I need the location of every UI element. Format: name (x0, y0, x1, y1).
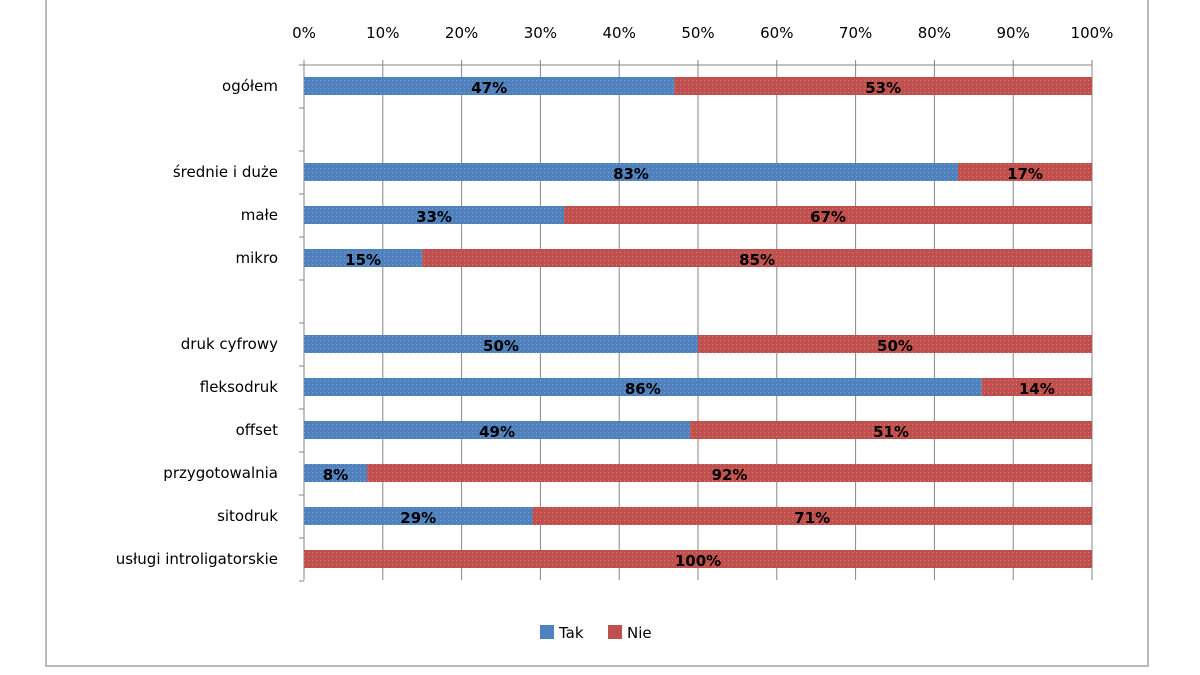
x-tick-label: 40% (603, 24, 636, 42)
legend-label-nie: Nie (627, 624, 652, 642)
x-tick-label: 50% (681, 24, 714, 42)
data-label-nie: 53% (865, 79, 901, 97)
x-tick-label: 10% (366, 24, 399, 42)
bar-texture (304, 464, 368, 482)
bar-texture (698, 335, 1092, 353)
bar-texture (304, 206, 565, 224)
category-label: fleksodruk (200, 378, 279, 396)
data-label-tak: 49% (479, 423, 515, 441)
data-label-tak: 8% (323, 466, 348, 484)
x-tick-label: 80% (918, 24, 951, 42)
bar-texture (564, 206, 1092, 224)
legend-label-tak: Tak (558, 624, 584, 642)
x-tick-label: 90% (997, 24, 1030, 42)
legend-swatch-tak (540, 625, 554, 639)
x-axis-ticks: 0% 10% 20% 30% 40% 50% 60% 70% 80% 90% 100% (292, 24, 1113, 42)
bar-texture (981, 378, 1092, 396)
x-tick-label: 70% (839, 24, 872, 42)
category-label: ogółem (222, 77, 278, 95)
category-label: mikro (236, 249, 278, 267)
bar-texture (304, 249, 423, 267)
category-labels: ogółem średnie i duże małe mikro druk cyfrow… (116, 77, 279, 568)
data-labels: 47% 53% 83% 17% 33% 67% 15% 85% 50% 50% 86% 14% 49% 5… (323, 79, 1055, 570)
category-label: przygotowalnia (163, 464, 278, 482)
data-label-tak: 33% (416, 208, 452, 226)
data-label-nie: 50% (877, 337, 913, 355)
data-label-tak: 50% (483, 337, 519, 355)
bar-texture (304, 163, 959, 181)
data-label-nie: 85% (739, 251, 775, 269)
bar-texture (304, 378, 982, 396)
bar-texture (532, 507, 1092, 525)
bar-texture (304, 507, 533, 525)
bar-texture (674, 77, 1092, 95)
data-label-nie: 14% (1019, 380, 1055, 398)
bars (304, 77, 1092, 568)
bar-texture (690, 421, 1092, 439)
bar-texture (367, 464, 1092, 482)
data-label-nie: 100% (675, 552, 721, 570)
bar-texture (422, 249, 1092, 267)
data-label-tak: 15% (345, 251, 381, 269)
x-tick-label: 100% (1071, 24, 1114, 42)
category-label: offset (236, 421, 279, 439)
data-label-nie: 51% (873, 423, 909, 441)
gridlines (299, 60, 1093, 582)
category-label: usługi introligatorskie (116, 550, 278, 568)
data-label-tak: 83% (613, 165, 649, 183)
bar-texture (304, 335, 698, 353)
category-label: druk cyfrowy (181, 335, 278, 353)
bar-texture (304, 77, 675, 95)
data-label-nie: 67% (810, 208, 846, 226)
x-tick-label: 60% (760, 24, 793, 42)
legend-swatch-nie (608, 625, 622, 639)
bar-texture (958, 163, 1092, 181)
category-label: średnie i duże (173, 163, 278, 181)
category-label: sitodruk (217, 507, 278, 525)
bar-texture (304, 421, 691, 439)
data-label-nie: 17% (1007, 165, 1043, 183)
data-label-nie: 71% (794, 509, 830, 527)
x-tick-label: 20% (445, 24, 478, 42)
data-label-tak: 86% (625, 380, 661, 398)
data-label-nie: 92% (712, 466, 748, 484)
bar-texture (304, 550, 1092, 568)
data-label-tak: 29% (400, 509, 436, 527)
category-label: małe (241, 206, 278, 224)
x-tick-label: 30% (524, 24, 557, 42)
legend: Tak Nie (540, 624, 652, 642)
data-label-tak: 47% (471, 79, 507, 97)
x-tick-label: 0% (292, 24, 316, 42)
